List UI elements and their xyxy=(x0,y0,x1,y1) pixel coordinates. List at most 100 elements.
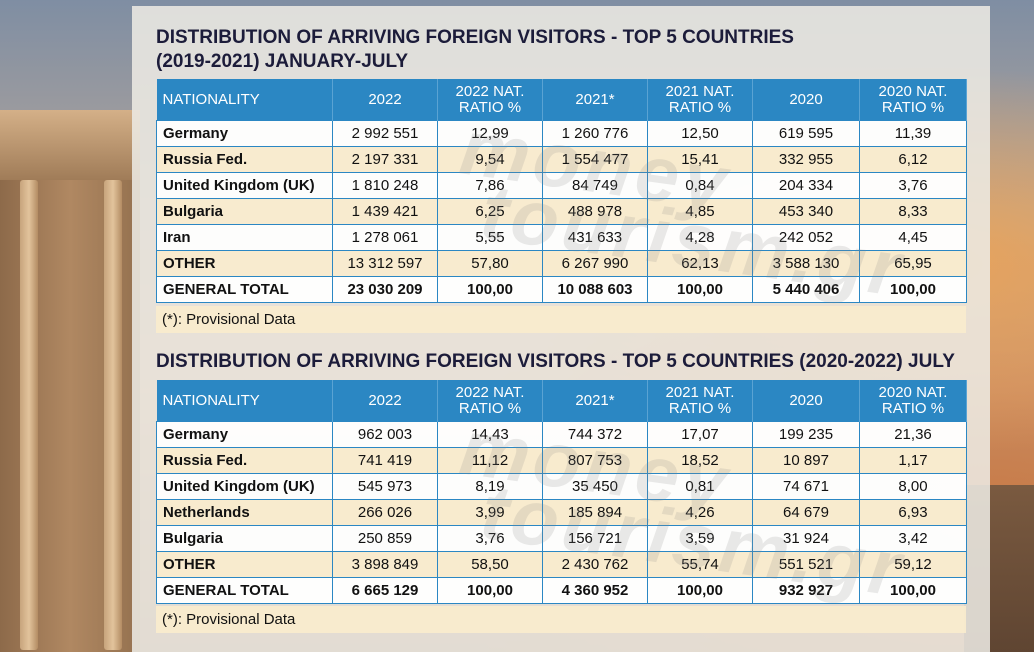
column-header-2020: 2020 xyxy=(752,380,860,422)
value-cell: 9,54 xyxy=(437,146,543,173)
value-cell: 1 439 421 xyxy=(332,198,438,225)
value-cell: 62,13 xyxy=(647,250,753,277)
table-row: Germany 962 003 14,43 744 372 17,07 199 235 21… xyxy=(156,421,967,448)
value-cell: 250 859 xyxy=(332,525,438,552)
value-cell: 10 897 xyxy=(752,447,860,474)
value-cell: 5,55 xyxy=(437,224,543,251)
value-cell: 6,25 xyxy=(437,198,543,225)
value-cell: 1 810 248 xyxy=(332,172,438,199)
value-cell: 932 927 xyxy=(752,577,860,604)
value-cell: 0,81 xyxy=(647,473,753,500)
value-cell: 453 340 xyxy=(752,198,860,225)
column-header-2022-ratio: 2022 NAT. RATIO % xyxy=(437,79,543,121)
total-row: GENERAL TOTAL 23 030 209 100,00 10 088 603 1… xyxy=(156,276,967,303)
value-cell: 962 003 xyxy=(332,421,438,448)
value-cell: 57,80 xyxy=(437,250,543,277)
value-cell: 100,00 xyxy=(437,577,543,604)
table2-footnote: (*): Provisional Data xyxy=(156,606,966,633)
nationality-cell: OTHER xyxy=(156,250,333,277)
value-cell: 17,07 xyxy=(647,421,753,448)
value-cell: 4,45 xyxy=(859,224,967,251)
value-cell: 100,00 xyxy=(647,276,753,303)
column-header-nationality: NATIONALITY xyxy=(156,380,333,422)
value-cell: 3,76 xyxy=(859,172,967,199)
value-cell: 18,52 xyxy=(647,447,753,474)
nationality-cell: Germany xyxy=(156,421,333,448)
value-cell: 6,93 xyxy=(859,499,967,526)
value-cell: 3,42 xyxy=(859,525,967,552)
table2-title: DISTRIBUTION OF ARRIVING FOREIGN VISITOR… xyxy=(156,351,955,372)
value-cell: 488 978 xyxy=(542,198,648,225)
value-cell: 545 973 xyxy=(332,473,438,500)
value-cell: 15,41 xyxy=(647,146,753,173)
value-cell: 8,19 xyxy=(437,473,543,500)
table1-title-line2: (2019-2021) JANUARY-JULY xyxy=(156,51,409,72)
value-cell: 12,50 xyxy=(647,120,753,147)
value-cell: 3,59 xyxy=(647,525,753,552)
value-cell: 13 312 597 xyxy=(332,250,438,277)
value-cell: 6,12 xyxy=(859,146,967,173)
table-row: Bulgaria 1 439 421 6,25 488 978 4,85 453 340 8… xyxy=(156,198,967,225)
value-cell: 7,86 xyxy=(437,172,543,199)
table1-title: DISTRIBUTION OF ARRIVING FOREIGN VISITOR… xyxy=(156,26,794,74)
value-cell: 1,17 xyxy=(859,447,967,474)
table2-header-row: NATIONALITY 2022 2022 NAT. RATIO % 2021*… xyxy=(156,380,967,422)
ruins-illustration-left xyxy=(0,110,140,652)
value-cell: 100,00 xyxy=(859,577,967,604)
value-cell: 332 955 xyxy=(752,146,860,173)
value-cell: 431 633 xyxy=(542,224,648,251)
value-cell: 204 334 xyxy=(752,172,860,199)
value-cell: 551 521 xyxy=(752,551,860,578)
column-header-2022: 2022 xyxy=(332,380,438,422)
nationality-cell: Russia Fed. xyxy=(156,447,333,474)
table-row: Germany 2 992 551 12,99 1 260 776 12,50 619 5… xyxy=(156,120,967,147)
value-cell: 3,76 xyxy=(437,525,543,552)
value-cell: 1 260 776 xyxy=(542,120,648,147)
value-cell: 242 052 xyxy=(752,224,860,251)
value-cell: 199 235 xyxy=(752,421,860,448)
table1: NATIONALITY 2022 2022 NAT. RATIO % 2021*… xyxy=(156,79,967,303)
table-row: United Kingdom (UK) 1 810 248 7,86 84 749 0,… xyxy=(156,172,967,199)
value-cell: 6 267 990 xyxy=(542,250,648,277)
value-cell: 21,36 xyxy=(859,421,967,448)
column-header-2022-ratio: 2022 NAT. RATIO % xyxy=(437,380,543,422)
value-cell: 2 430 762 xyxy=(542,551,648,578)
nationality-cell: OTHER xyxy=(156,551,333,578)
value-cell: 741 419 xyxy=(332,447,438,474)
value-cell: 8,00 xyxy=(859,473,967,500)
column-header-2021: 2021* xyxy=(542,79,648,121)
nationality-cell: Germany xyxy=(156,120,333,147)
value-cell: 156 721 xyxy=(542,525,648,552)
value-cell: 4,28 xyxy=(647,224,753,251)
nationality-cell: Russia Fed. xyxy=(156,146,333,173)
nationality-cell: GENERAL TOTAL xyxy=(156,276,333,303)
value-cell: 3,99 xyxy=(437,499,543,526)
value-cell: 58,50 xyxy=(437,551,543,578)
total-row: GENERAL TOTAL 6 665 129 100,00 4 360 952 100… xyxy=(156,577,967,604)
column-header-2020-ratio: 2020 NAT. RATIO % xyxy=(859,79,967,121)
nationality-cell: United Kingdom (UK) xyxy=(156,172,333,199)
column-header-2020-ratio: 2020 NAT. RATIO % xyxy=(859,380,967,422)
value-cell: 59,12 xyxy=(859,551,967,578)
nationality-cell: Iran xyxy=(156,224,333,251)
nationality-cell: Bulgaria xyxy=(156,198,333,225)
value-cell: 6 665 129 xyxy=(332,577,438,604)
nationality-cell: GENERAL TOTAL xyxy=(156,577,333,604)
value-cell: 64 679 xyxy=(752,499,860,526)
table2: NATIONALITY 2022 2022 NAT. RATIO % 2021*… xyxy=(156,380,967,604)
value-cell: 100,00 xyxy=(647,577,753,604)
value-cell: 2 992 551 xyxy=(332,120,438,147)
value-cell: 11,39 xyxy=(859,120,967,147)
value-cell: 4,26 xyxy=(647,499,753,526)
value-cell: 0,84 xyxy=(647,172,753,199)
value-cell: 100,00 xyxy=(859,276,967,303)
value-cell: 5 440 406 xyxy=(752,276,860,303)
value-cell: 12,99 xyxy=(437,120,543,147)
value-cell: 4,85 xyxy=(647,198,753,225)
value-cell: 55,74 xyxy=(647,551,753,578)
value-cell: 185 894 xyxy=(542,499,648,526)
nationality-cell: United Kingdom (UK) xyxy=(156,473,333,500)
value-cell: 744 372 xyxy=(542,421,648,448)
nationality-cell: Bulgaria xyxy=(156,525,333,552)
table-row: Russia Fed. 741 419 11,12 807 753 18,52 10 89… xyxy=(156,447,967,474)
